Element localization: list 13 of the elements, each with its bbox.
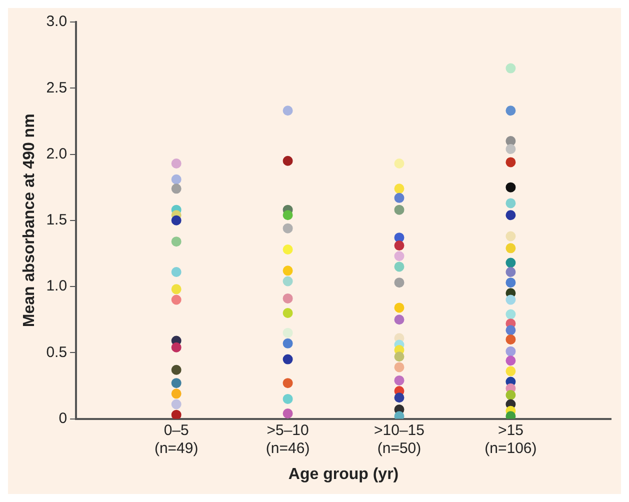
y-tick-label: 3.0 [46,13,68,30]
x-axis-title: Age group (yr) [288,466,399,483]
x-tick-label: >15 (n=106) [484,422,537,457]
x-tick-label: >5–10 (n=46) [266,422,310,457]
y-tick-label: 1.0 [46,278,68,295]
y-tick-label: 2.5 [46,79,68,96]
y-axis-title: Mean absorbance at 490 nm [21,114,38,328]
y-tick-label: 2.0 [46,145,68,162]
y-tick-label: 0.5 [46,344,68,361]
y-tick-label: 0 [58,410,68,427]
x-tick-label: >10–15 (n=50) [374,422,424,457]
x-tick-label: 0–5 (n=49) [154,422,198,457]
y-tick-label: 1.5 [46,212,68,229]
